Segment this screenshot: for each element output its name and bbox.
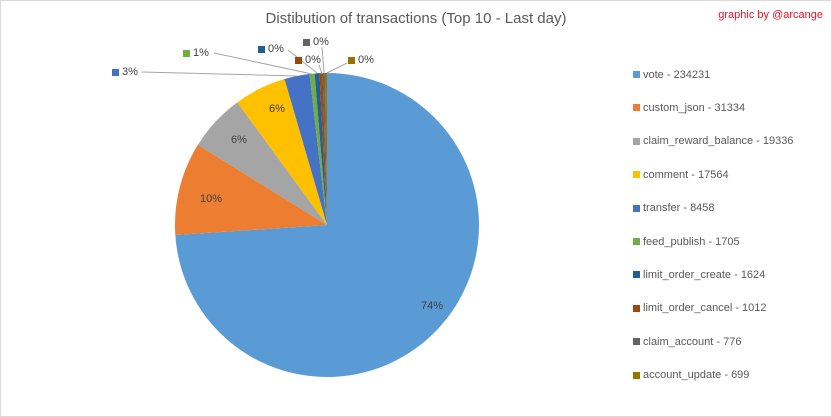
pie-slice-account_update: [324, 72, 327, 225]
pie-slice-claim_account: [322, 73, 327, 225]
pie-slice-limit_order_create: [314, 73, 327, 226]
pie-slice-vote: [175, 73, 480, 377]
leader-line-transfer: [141, 71, 298, 77]
leader-line-limit_order_create: [287, 49, 318, 74]
pie-slice-custom_json: [175, 144, 327, 236]
chart-title: Distibution of transactions (Top 10 - La…: [265, 10, 567, 27]
leader-line-limit_order_cancel: [318, 64, 323, 75]
pie-slice-feed_publish: [309, 73, 327, 225]
leader-line-account_update: [326, 62, 348, 74]
leader-line-feed_publish: [213, 52, 313, 75]
pie-slice-transfer: [284, 74, 327, 225]
credit-text: graphic by @arcange: [718, 9, 823, 21]
leader-line-claim_account: [321, 46, 325, 74]
pie-slice-claim_reward_balance: [197, 102, 327, 225]
pie-slice-comment: [237, 79, 327, 225]
pie-slice-limit_order_cancel: [319, 73, 327, 225]
